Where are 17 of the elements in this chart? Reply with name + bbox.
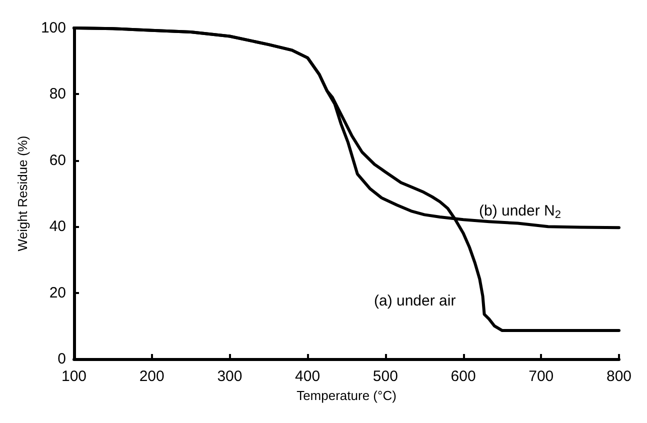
x-tick-label: 200 (139, 368, 164, 385)
y-tick-label: 60 (49, 152, 66, 169)
y-tick-label: 40 (49, 218, 66, 236)
y-tick-label: 100 (40, 20, 66, 36)
x-tick-label: 800 (606, 368, 632, 385)
y-tick-label: 20 (49, 284, 66, 302)
series-label: (a) under air (374, 292, 456, 310)
x-tick-label: 500 (372, 368, 398, 385)
x-tick-label: 100 (61, 368, 87, 385)
x-tick-label: 300 (217, 368, 242, 385)
x-tick-label: 600 (450, 368, 476, 385)
y-axis-title: Weight Residue (%) (15, 136, 30, 252)
x-axis-title: Temperature (°C) (296, 388, 396, 403)
y-tick-label: 80 (49, 86, 66, 103)
y-tick-label: 0 (58, 350, 66, 368)
x-tick-label: 400 (295, 368, 320, 385)
x-tick-label: 700 (528, 368, 554, 385)
